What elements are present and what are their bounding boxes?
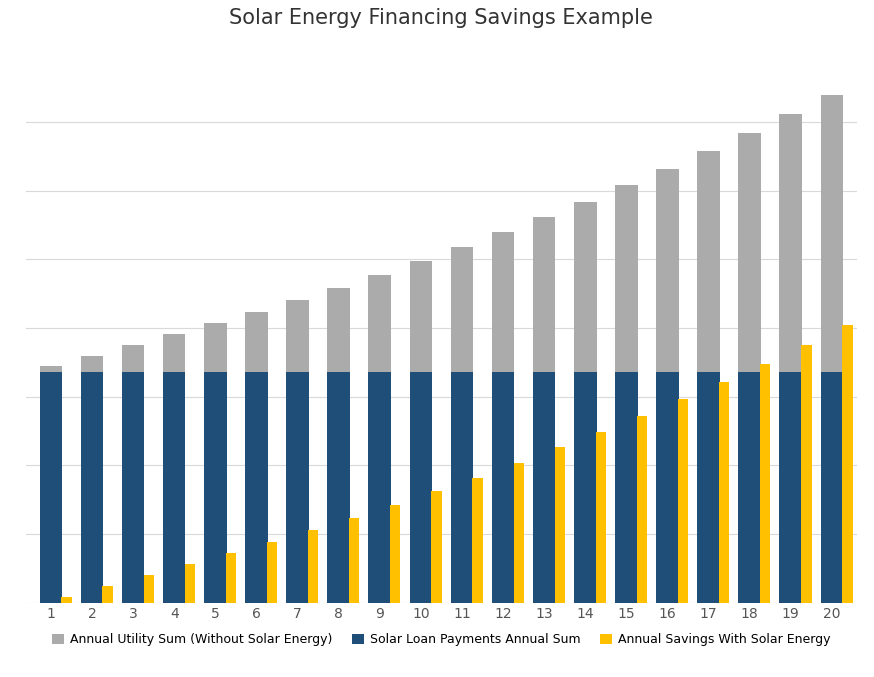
- Bar: [143, 575, 154, 603]
- Legend: Annual Utility Sum (Without Solar Energy), Solar Loan Payments Annual Sum, Annua: Annual Utility Sum (Without Solar Energy…: [46, 628, 836, 651]
- Bar: [780, 114, 802, 603]
- Bar: [492, 372, 514, 603]
- Bar: [39, 372, 62, 603]
- Bar: [719, 382, 729, 603]
- Bar: [821, 372, 843, 603]
- Bar: [80, 355, 103, 603]
- Bar: [555, 447, 565, 603]
- Bar: [697, 372, 720, 603]
- Bar: [574, 202, 597, 603]
- Bar: [369, 275, 391, 603]
- Bar: [327, 372, 350, 603]
- Bar: [390, 505, 400, 603]
- Bar: [739, 133, 761, 603]
- Bar: [39, 366, 62, 603]
- Bar: [267, 542, 277, 603]
- Bar: [163, 372, 185, 603]
- Bar: [204, 322, 226, 603]
- Bar: [596, 433, 606, 603]
- Bar: [801, 345, 812, 603]
- Bar: [431, 492, 441, 603]
- Bar: [410, 261, 432, 603]
- Bar: [760, 364, 770, 603]
- Bar: [245, 311, 267, 603]
- Bar: [697, 151, 720, 603]
- Bar: [533, 217, 556, 603]
- Bar: [286, 300, 309, 603]
- Bar: [780, 372, 802, 603]
- Bar: [656, 169, 679, 603]
- Title: Solar Energy Financing Savings Example: Solar Energy Financing Savings Example: [230, 7, 653, 28]
- Bar: [225, 553, 236, 603]
- Bar: [739, 372, 761, 603]
- Bar: [533, 372, 556, 603]
- Bar: [80, 372, 103, 603]
- Bar: [615, 185, 638, 603]
- Bar: [843, 326, 853, 603]
- Bar: [121, 345, 144, 603]
- Bar: [369, 372, 391, 603]
- Bar: [163, 334, 185, 603]
- Bar: [102, 586, 113, 603]
- Bar: [473, 478, 482, 603]
- Bar: [574, 372, 597, 603]
- Bar: [286, 372, 309, 603]
- Bar: [327, 288, 350, 603]
- Bar: [245, 372, 267, 603]
- Bar: [656, 372, 679, 603]
- Bar: [61, 597, 72, 603]
- Bar: [514, 462, 524, 603]
- Bar: [349, 518, 359, 603]
- Bar: [821, 95, 843, 603]
- Bar: [492, 232, 514, 603]
- Bar: [615, 372, 638, 603]
- Bar: [410, 372, 432, 603]
- Bar: [121, 372, 144, 603]
- Bar: [678, 399, 688, 603]
- Bar: [451, 247, 473, 603]
- Bar: [204, 372, 226, 603]
- Bar: [637, 416, 647, 603]
- Bar: [184, 564, 195, 603]
- Bar: [308, 531, 318, 603]
- Bar: [451, 372, 473, 603]
